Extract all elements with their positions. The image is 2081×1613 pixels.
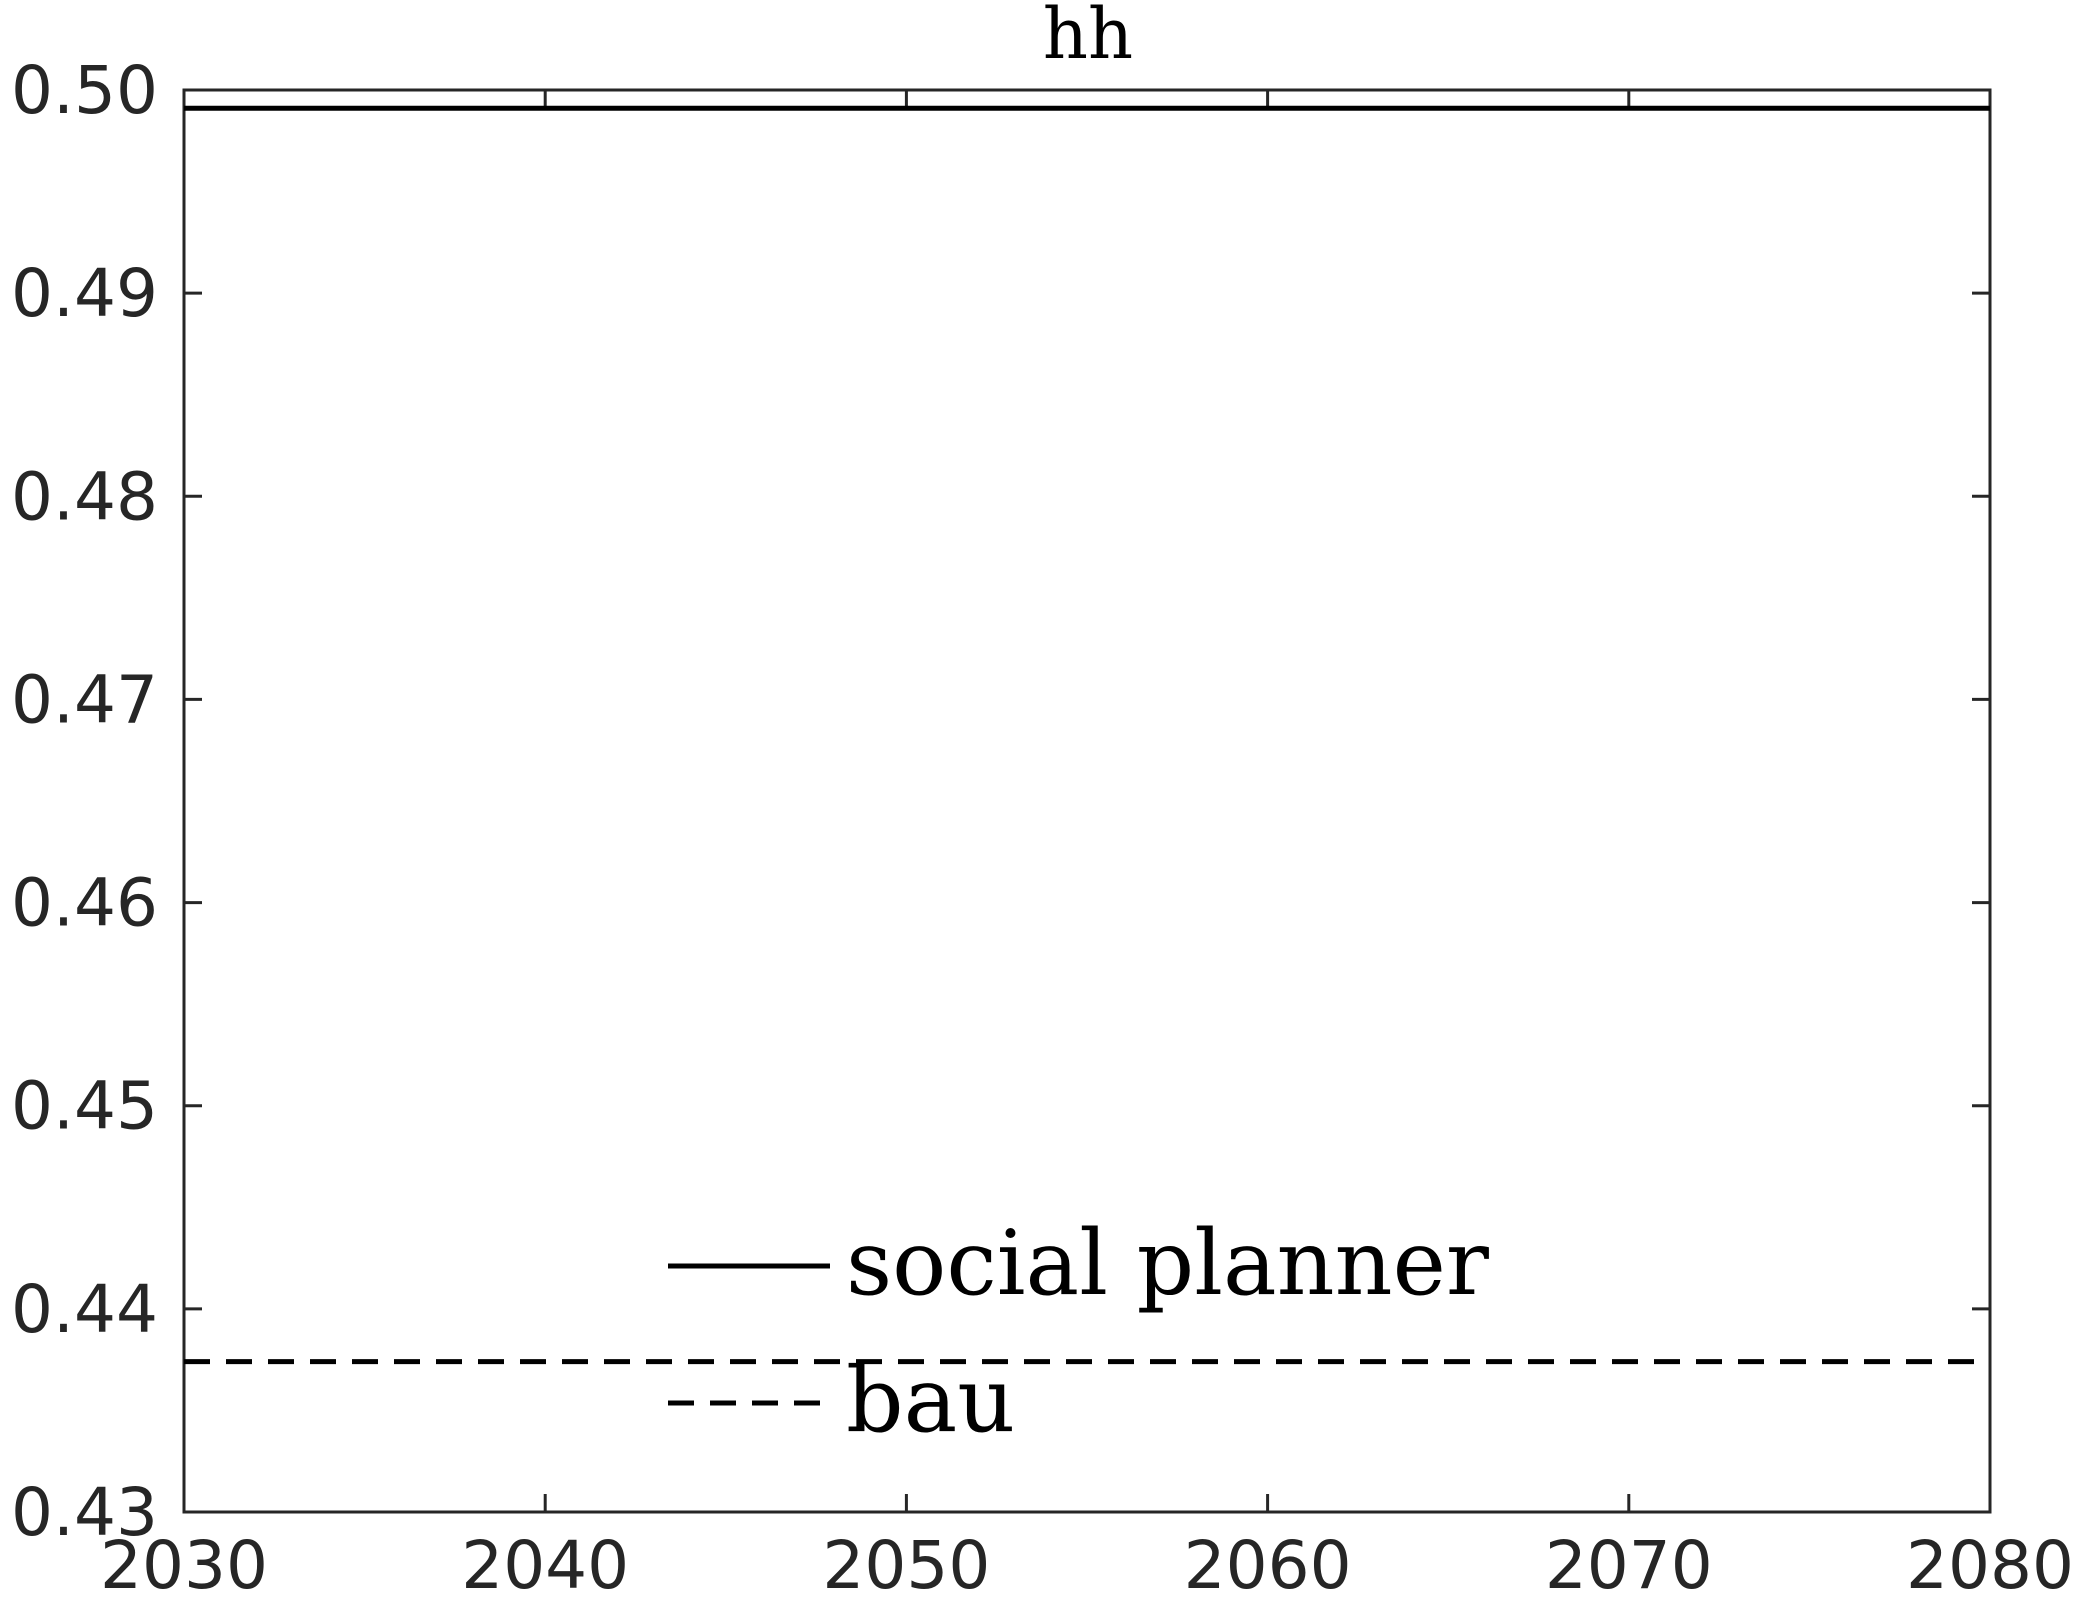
y-tick-label: 0.47 bbox=[11, 661, 158, 738]
y-tick-label: 0.43 bbox=[11, 1474, 158, 1551]
y-tick-label: 0.50 bbox=[11, 52, 158, 129]
legend-label-2: bau bbox=[846, 1348, 1015, 1453]
chart-title: hh bbox=[1043, 0, 1133, 75]
x-tick-label: 2050 bbox=[822, 1527, 990, 1604]
x-tick-label: 2080 bbox=[1906, 1527, 2074, 1604]
legend: social planner bau bbox=[668, 1211, 1490, 1453]
axes: 2030 2040 2050 2060 2070 2080 0.43 0.44 0.45 0.46… bbox=[11, 52, 2074, 1604]
x-tick-label: 2070 bbox=[1545, 1527, 1713, 1604]
legend-label-1: social planner bbox=[846, 1211, 1490, 1316]
y-tick-label: 0.46 bbox=[11, 865, 158, 942]
x-tick-label: 2040 bbox=[461, 1527, 629, 1604]
series-lines bbox=[184, 105, 1990, 1365]
plot-frame bbox=[182, 88, 1992, 1514]
y-tick-label: 0.48 bbox=[11, 458, 158, 535]
x-tick-label: 2060 bbox=[1184, 1527, 1352, 1604]
x-tick-label: 2030 bbox=[100, 1527, 268, 1604]
y-tick-label: 0.44 bbox=[11, 1271, 158, 1348]
y-tick-label: 0.45 bbox=[11, 1068, 158, 1145]
y-tick-label: 0.49 bbox=[11, 255, 158, 332]
